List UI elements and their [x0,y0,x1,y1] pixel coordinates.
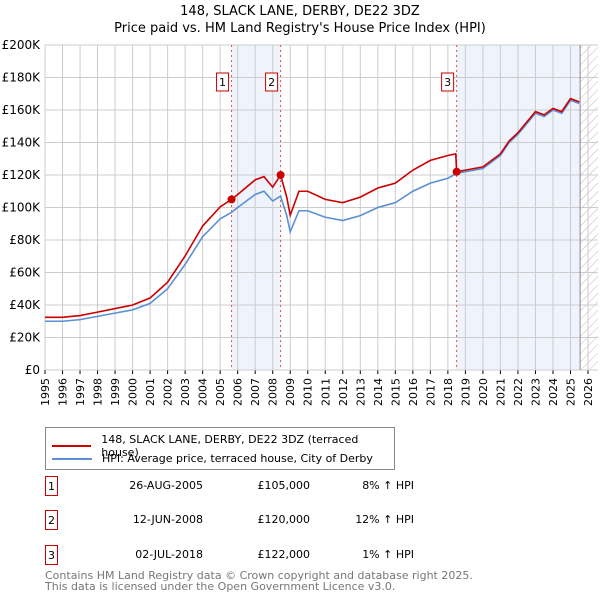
x-tick-label: 1995 [39,378,52,406]
chart-title: 148, SLACK LANE, DERBY, DE22 3DZ [180,4,420,19]
y-tick-label: £200K [2,38,42,52]
x-tick-label: 2011 [319,378,332,406]
legend-swatch-property [52,445,92,447]
sale-hpi-change: 12% ↑ HPI [355,513,414,526]
x-tick-label: 2024 [547,378,560,406]
sale-price: £120,000 [257,513,311,526]
sale-label-box [216,72,230,92]
sale-label-box [265,72,279,92]
x-tick-label: 2003 [179,378,192,406]
y-tick-label: £160K [2,103,42,117]
x-tick-label: 2005 [214,378,227,406]
y-tick-label: £60K [9,266,41,280]
sale-label-box [441,72,455,92]
sale-price: £122,000 [257,548,311,561]
y-tick-label: £40K [9,298,41,312]
x-tick-label: 2023 [529,378,542,406]
sale-row: 2 12-JUN-2008 £120,000 12% ↑ HPI [45,510,600,530]
sale-label-number: 3 [444,76,451,89]
sale-date: 02-JUL-2018 [135,548,203,561]
sale-marker-badge: 2 [45,510,58,530]
y-tick-label: £180K [2,71,42,85]
x-tick-label: 2004 [197,378,210,406]
sale-price: £105,000 [257,479,311,492]
x-tick-label: 2020 [477,378,490,406]
x-tick-label: 2025 [564,378,577,406]
x-tick-label: 2008 [267,378,280,406]
sale-label-number: 2 [268,76,275,89]
x-tick-label: 1996 [57,378,70,406]
footer-licence: This data is licensed under the Open Gov… [45,580,396,593]
sale-marker-badge: 1 [45,476,58,496]
legend-swatch-hpi [52,457,92,460]
x-tick-label: 2022 [512,378,525,406]
legend: 148, SLACK LANE, DERBY, DE22 3DZ (terrac… [45,427,395,470]
sale-hpi-change: 8% ↑ HPI [362,479,414,492]
x-tick-label: 2009 [284,378,297,406]
sale-marker-badge: 3 [45,545,58,565]
x-tick-label: 2014 [372,378,385,406]
sale-row: 1 26-AUG-2005 £105,000 8% ↑ HPI [45,476,600,496]
legend-label-property: 148, SLACK LANE, DERBY, DE22 3DZ (terrac… [101,433,359,459]
x-tick-label: 2017 [424,378,437,406]
hpi-line [45,99,580,323]
x-tick-label: 2019 [459,378,472,406]
sale-hpi-change: 1% ↑ HPI [362,548,414,561]
x-tick-label: 2018 [442,378,455,406]
x-tick-label: 1998 [92,378,105,406]
x-tick-label: 1997 [74,378,87,406]
y-tick-label: £120K [2,168,42,182]
x-tick-label: 2006 [232,378,245,406]
legend-label-hpi: HPI: Average price, terraced house, City… [102,452,373,465]
x-tick-label: 2001 [144,378,157,406]
x-tick-label: 2000 [127,378,140,406]
x-tick-label: 2012 [337,378,350,406]
y-tick-label: £80K [9,233,41,247]
x-tick-label: 2007 [249,378,262,406]
sale-row: 3 02-JUL-2018 £122,000 1% ↑ HPI [45,545,600,565]
property-price-line [45,97,580,319]
sale-point [452,167,461,176]
x-tick-label: 2016 [407,378,420,406]
x-tick-label: 2013 [354,378,367,406]
sale-point [227,195,236,204]
y-tick-label: £20K [9,331,41,345]
sale-date: 12-JUN-2008 [132,513,203,526]
sale-date: 26-AUG-2005 [129,479,203,492]
x-tick-label: 1999 [109,378,122,406]
footer-copyright: Contains HM Land Registry data © Crown c… [45,569,473,582]
y-tick-label: £0 [25,363,40,377]
x-tick-label: 2026 [582,378,595,406]
price-chart: 1995 1996 1997 1998 1999 2000 2001 2002 2003 2004… [2,38,598,406]
x-tick-label: 2010 [302,378,315,406]
x-tick-label: 2002 [162,378,175,406]
x-tick-label: 2021 [494,378,507,406]
sale-label-number: 1 [219,76,226,89]
sale-point [276,171,285,179]
chart-subtitle: Price paid vs. HM Land Registry's House … [114,21,486,36]
y-tick-label: £140K [2,136,42,150]
x-tick-label: 2015 [389,378,402,406]
y-tick-label: £100K [2,201,42,215]
